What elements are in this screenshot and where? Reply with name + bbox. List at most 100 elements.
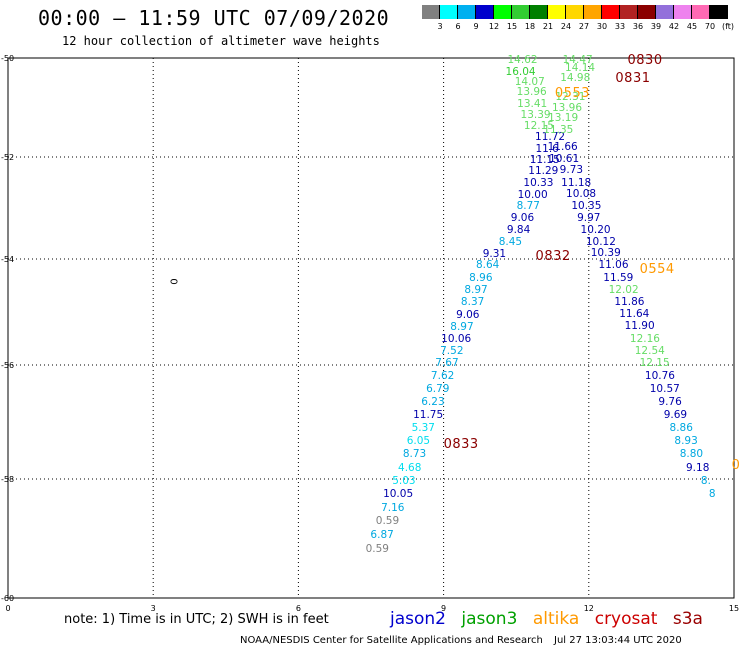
- color-scale-swatch: [566, 5, 584, 19]
- color-scale-swatch: [638, 5, 656, 19]
- footer-timestamp: Jul 27 13:03:44 UTC 2020: [554, 635, 682, 646]
- wave-height-value: 10.39: [590, 247, 621, 260]
- color-scale-label: 27: [578, 22, 590, 31]
- color-scale-label: 15: [506, 22, 518, 31]
- lat-tick-label: -58: [1, 475, 15, 484]
- wave-height-value: 10.57: [649, 382, 680, 395]
- wave-height-value: 11.18: [561, 176, 592, 189]
- lon-tick-label: 6: [295, 604, 301, 613]
- wave-height-value: 11.06: [598, 259, 629, 272]
- wave-height-value: 11.15: [529, 154, 560, 167]
- color-scale-label: 6: [455, 22, 461, 31]
- wave-height-value: 0.59: [365, 542, 389, 555]
- legend-s3a: s3a: [672, 609, 703, 629]
- wave-height-value: 8.: [700, 474, 711, 487]
- wave-height-value: 14.62: [507, 53, 538, 66]
- pass-time-label: 0833: [443, 436, 479, 452]
- pass-time-label: 0830: [627, 52, 663, 68]
- color-scale-label: 30: [596, 22, 608, 31]
- wave-height-value: 8.96: [469, 271, 493, 284]
- pass-time-label: 0831: [615, 70, 651, 86]
- lat-tick-label: -56: [1, 361, 15, 370]
- wave-height-value: 10.05: [383, 487, 414, 500]
- wave-height-value: 8.97: [450, 320, 474, 333]
- wave-height-value: 11.29: [528, 165, 559, 178]
- wave-height-value: 8.45: [498, 236, 523, 249]
- satellite-legend: jason2 jason3 altika cryosat s3a: [390, 609, 713, 629]
- pass-time-label: 0554: [639, 261, 675, 277]
- color-scale-swatch: [692, 5, 710, 19]
- wave-height-value: 4.68: [398, 461, 422, 474]
- wave-height-value: 13.96: [516, 86, 547, 99]
- wave-height-value: 13.39: [520, 108, 551, 121]
- wave-height-value: 9.69: [663, 409, 688, 422]
- wave-height-value: 11.66: [547, 141, 578, 154]
- color-scale-label: 33: [614, 22, 626, 31]
- legend-jason2: jason2: [390, 609, 446, 629]
- wave-height-value: 8.73: [402, 448, 427, 461]
- wave-height-value: 11.75: [413, 409, 444, 422]
- wave-height-value: 11.59: [603, 271, 634, 284]
- wave-height-value: 9.06: [456, 308, 480, 321]
- wave-height-value: 11.86: [614, 295, 645, 308]
- color-scale-swatch: [620, 5, 638, 19]
- wave-height-value: 5.03: [392, 474, 416, 487]
- color-scale-swatch: [584, 5, 602, 19]
- color-scale-label: 24: [560, 22, 572, 31]
- wave-height-value: 12.15: [523, 120, 554, 133]
- lon-tick-label: 3: [150, 604, 156, 613]
- color-scale-swatch: [440, 5, 458, 19]
- color-scale-label: 39: [650, 22, 662, 31]
- wave-height-value: 9.97: [577, 212, 601, 225]
- color-scale-label: 18: [524, 22, 536, 31]
- wave-height-value: 7.62: [430, 369, 455, 382]
- legend-cryosat: cryosat: [594, 609, 658, 629]
- page-title: 00:00 – 11:59 UTC 07/09/2020: [38, 6, 390, 30]
- lat-tick-label: -52: [1, 153, 15, 162]
- color-scale-swatch: [530, 5, 548, 19]
- wave-height-value: 0.59: [375, 515, 400, 528]
- wave-height-value: 8.97: [464, 283, 488, 296]
- wave-height-value: 10.00: [517, 188, 548, 201]
- wave-height-value: 8.64: [475, 259, 500, 272]
- pass-time-label: 0832: [535, 249, 571, 265]
- wave-height-value: 9.18: [685, 461, 710, 474]
- wave-height-value: 8.86: [669, 422, 693, 435]
- wave-height-value: 13.19: [548, 112, 579, 125]
- wave-height-value: 8.37: [460, 296, 485, 309]
- wave-height-value: 12.15: [639, 356, 670, 369]
- color-scale-swatch: [548, 5, 566, 19]
- color-scale-swatch: [512, 5, 530, 19]
- wave-height-value: 13.41: [517, 97, 548, 110]
- color-scale-swatch: [422, 5, 440, 19]
- wave-height-value: 7.67: [435, 356, 459, 369]
- wave-height-value: 12.54: [634, 344, 665, 357]
- wave-height-value: 13.96: [551, 101, 583, 114]
- wave-height-value: 6.05: [406, 435, 431, 448]
- color-scale-label: 3: [437, 22, 443, 31]
- wave-height-value: 11.90: [624, 320, 655, 333]
- lon-tick-label: 9: [441, 604, 447, 613]
- wave-height-value: 9.84: [506, 224, 531, 237]
- wave-height-value: 16.04: [505, 65, 536, 78]
- wave-height-value: 11.72: [535, 131, 566, 144]
- lat-tick-label: -54: [1, 255, 15, 264]
- wave-height-value: 12.02: [608, 283, 639, 296]
- wave-height-value: 10.35: [571, 199, 602, 212]
- isolated-value-mark: 0: [167, 278, 179, 285]
- color-scale-label: 70: [704, 22, 716, 31]
- wave-height-value: 14.98: [560, 71, 591, 84]
- wave-height-value: 8: [708, 488, 716, 501]
- color-scale-swatch: [656, 5, 674, 19]
- wave-height-value: 8.80: [679, 448, 704, 461]
- wave-height-value: 9.76: [658, 396, 682, 409]
- wave-height-value: 7.16: [381, 501, 405, 514]
- wave-height-value: 9.31: [482, 247, 507, 260]
- wave-height-value: 9.06: [510, 212, 535, 225]
- wave-height-value: 5.37: [411, 422, 435, 435]
- color-scale-swatch: [494, 5, 512, 19]
- color-scale-swatch: [602, 5, 620, 19]
- wave-height-value: 10.33: [523, 177, 554, 189]
- legend-jason3: jason3: [461, 609, 518, 629]
